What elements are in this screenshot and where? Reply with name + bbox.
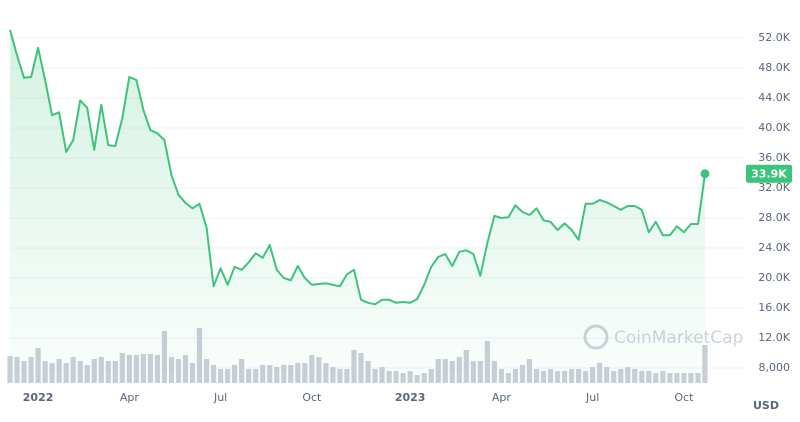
value-label: 33.9K: [751, 167, 787, 180]
y-tick-label: 44.0K: [758, 91, 790, 104]
plot: 33.9K: [9, 29, 792, 384]
y-tick-label: 8,000: [759, 361, 791, 374]
x-tick-label: Oct: [302, 391, 322, 404]
y-tick-label: 24.0K: [758, 241, 790, 254]
price-line: [9, 29, 706, 306]
y-tick-label: 40.0K: [758, 121, 790, 134]
y-tick-label: 48.0K: [758, 61, 790, 74]
x-tick-label: Apr: [492, 391, 512, 404]
last-point: [700, 169, 710, 179]
y-tick-label: 32.0K: [758, 181, 790, 194]
y-tick-label: 36.0K: [758, 151, 790, 164]
y-tick-label: 12.0K: [758, 331, 790, 344]
y-tick-label: 16.0K: [758, 301, 790, 314]
x-tick-label: Apr: [120, 391, 140, 404]
y-tick-label: 20.0K: [758, 271, 790, 284]
unit-label: USD: [753, 399, 779, 412]
x-tick-label: Jul: [213, 391, 227, 404]
y-tick-label: 28.0K: [758, 211, 790, 224]
area-fill: [10, 29, 705, 384]
y-tick-label: 52.0K: [758, 31, 790, 44]
x-tick-label: Jul: [585, 391, 599, 404]
x-tick-label: 2022: [23, 391, 54, 404]
x-tick-label: Oct: [674, 391, 694, 404]
x-tick-label: 2023: [395, 391, 426, 404]
value-label-box: [746, 164, 792, 183]
